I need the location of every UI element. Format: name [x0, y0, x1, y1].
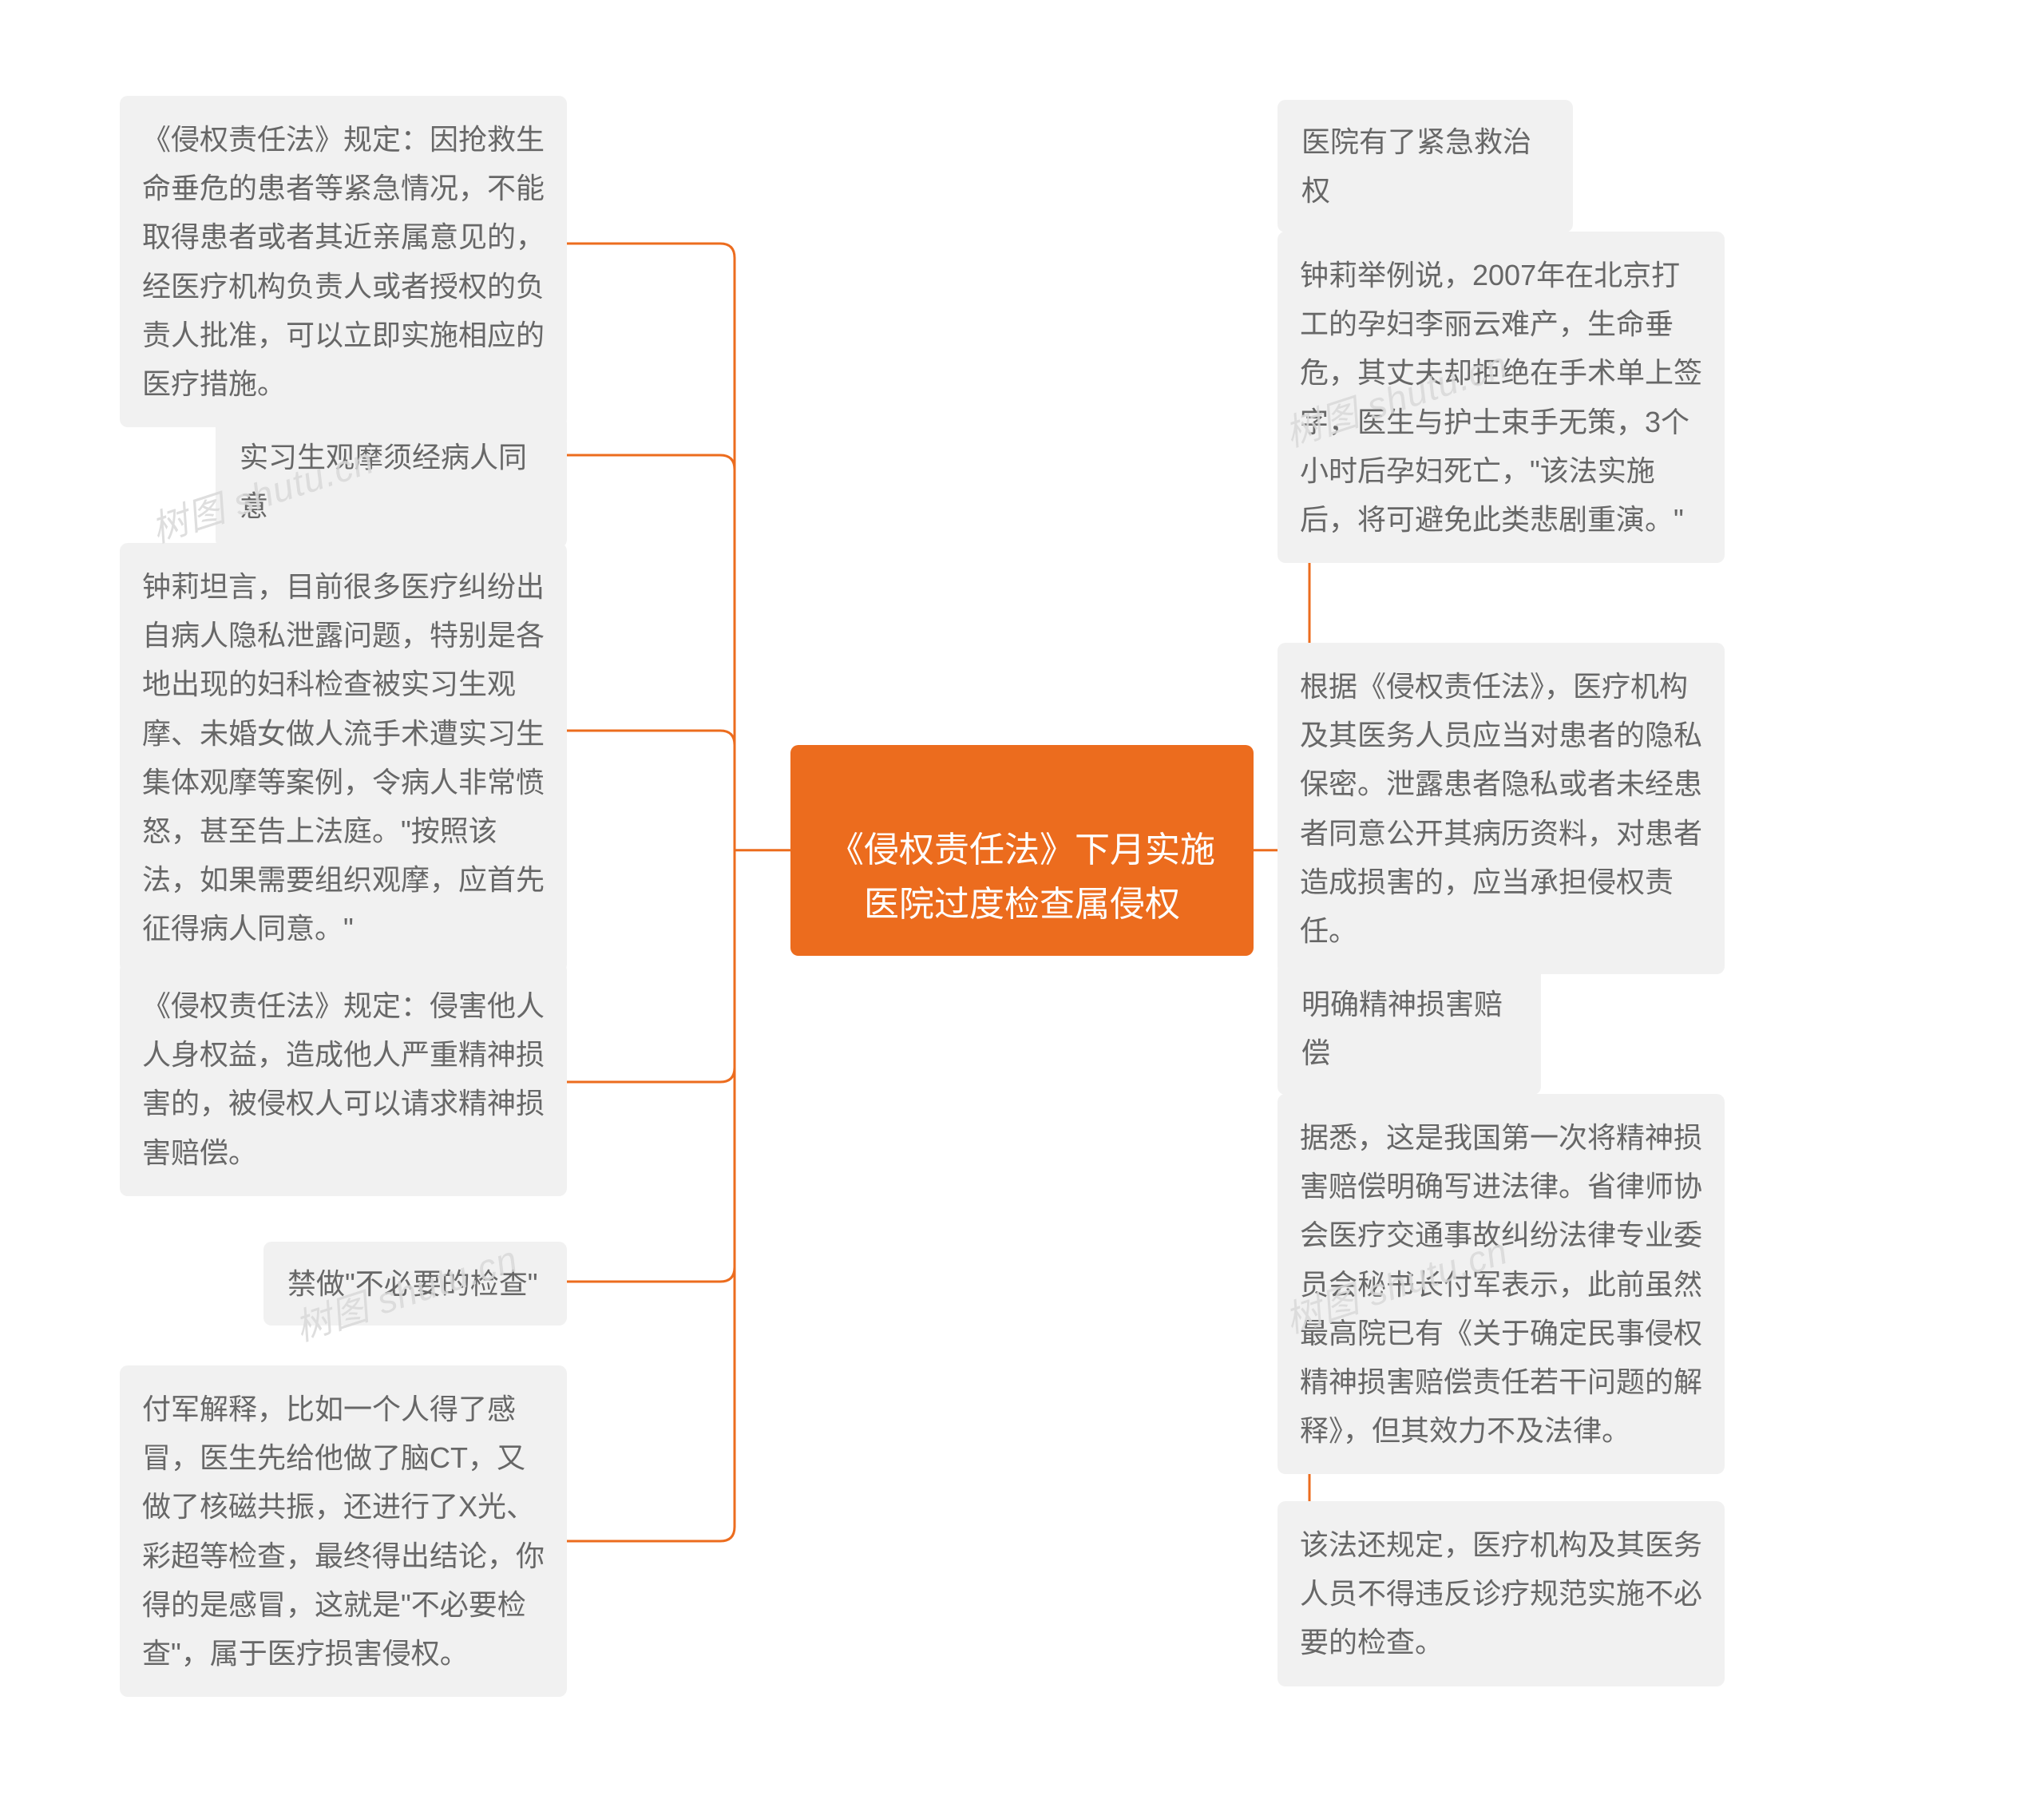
left-node-5: 付军解释，比如一个人得了感冒，医生先给他做了脑CT，又做了核磁共振，还进行了X光…	[120, 1365, 567, 1697]
center-node: 《侵权责任法》下月实施 医院过度检查属侵权	[790, 745, 1254, 957]
center-text: 《侵权责任法》下月实施 医院过度检查属侵权	[829, 830, 1215, 924]
right-node-3: 明确精神损害赔偿	[1278, 962, 1541, 1095]
left-node-1: 实习生观摩须经病人同意	[216, 415, 567, 548]
right-node-2-text: 根据《侵权责任法》，医疗机构及其医务人员应当对患者的隐私保密。泄露患者隐私或者未…	[1300, 670, 1702, 947]
right-node-4-text: 据悉，这是我国第一次将精神损害赔偿明确写进法律。省律师协会医疗交通事故纠纷法律专…	[1300, 1121, 1702, 1447]
right-node-0-text: 医院有了紧急救治权	[1301, 125, 1531, 207]
left-node-4-text: 禁做"不必要的检查"	[287, 1267, 538, 1300]
left-node-3-text: 《侵权责任法》规定：侵害他人人身权益，造成他人严重精神损害的，被侵权人可以请求精…	[142, 989, 545, 1169]
left-node-3: 《侵权责任法》规定：侵害他人人身权益，造成他人严重精神损害的，被侵权人可以请求精…	[120, 962, 567, 1196]
left-node-0-text: 《侵权责任法》规定：因抢救生命垂危的患者等紧急情况，不能取得患者或者其近亲属意见…	[142, 123, 545, 400]
right-node-0: 医院有了紧急救治权	[1278, 100, 1573, 232]
right-node-2: 根据《侵权责任法》，医疗机构及其医务人员应当对患者的隐私保密。泄露患者隐私或者未…	[1278, 643, 1725, 974]
right-node-5: 该法还规定，医疗机构及其医务人员不得违反诊疗规范实施不必要的检查。	[1278, 1501, 1725, 1686]
left-node-2: 钟莉坦言，目前很多医疗纠纷出自病人隐私泄露问题，特别是各地出现的妇科检查被实习生…	[120, 543, 567, 973]
left-node-1-text: 实习生观摩须经病人同意	[240, 441, 527, 522]
right-node-1-text: 钟莉举例说，2007年在北京打工的孕妇李丽云难产，生命垂危，其丈夫却拒绝在手术单…	[1300, 259, 1702, 536]
left-node-5-text: 付军解释，比如一个人得了感冒，医生先给他做了脑CT，又做了核磁共振，还进行了X光…	[142, 1393, 545, 1670]
left-node-4: 禁做"不必要的检查"	[263, 1242, 567, 1326]
right-node-5-text: 该法还规定，医疗机构及其医务人员不得违反诊疗规范实施不必要的检查。	[1300, 1528, 1702, 1658]
left-node-2-text: 钟莉坦言，目前很多医疗纠纷出自病人隐私泄露问题，特别是各地出现的妇科检查被实习生…	[142, 570, 545, 945]
right-node-4: 据悉，这是我国第一次将精神损害赔偿明确写进法律。省律师协会医疗交通事故纠纷法律专…	[1278, 1094, 1725, 1474]
left-node-0: 《侵权责任法》规定：因抢救生命垂危的患者等紧急情况，不能取得患者或者其近亲属意见…	[120, 96, 567, 427]
mindmap-canvas: 《侵权责任法》下月实施 医院过度检查属侵权 《侵权责任法》规定：因抢救生命垂危的…	[0, 0, 2044, 1819]
right-node-3-text: 明确精神损害赔偿	[1301, 988, 1503, 1069]
right-node-1: 钟莉举例说，2007年在北京打工的孕妇李丽云难产，生命垂危，其丈夫却拒绝在手术单…	[1278, 232, 1725, 563]
